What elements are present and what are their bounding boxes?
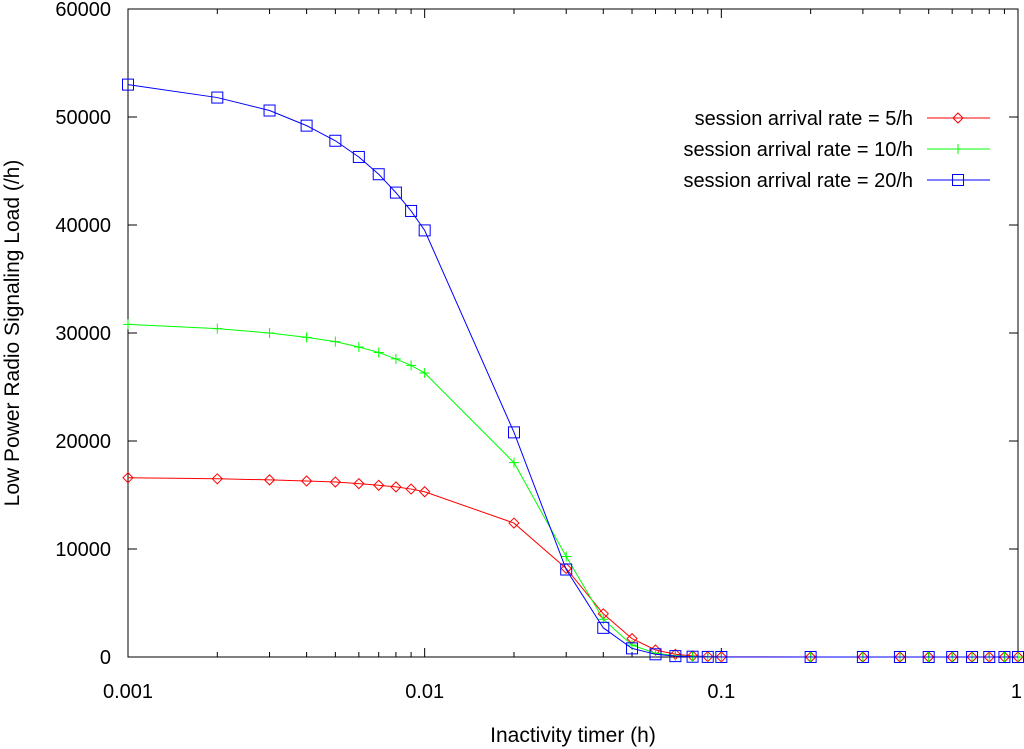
data-point-diamond (263, 474, 276, 486)
data-point-square (507, 426, 520, 439)
data-point-plus (212, 323, 223, 334)
data-point-square (686, 650, 699, 663)
data-point-plus (373, 347, 384, 358)
legend-label: session arrival rate = 10/h (683, 139, 913, 161)
data-point-square (856, 651, 869, 663)
data-point-square (263, 104, 276, 117)
data-point-square (893, 651, 906, 663)
x-tick-label: 1 (1011, 681, 1022, 703)
axis-ticks: 0 10000 20000 30000 40000 50000 60000 0.001 0.01… (55, 0, 1022, 703)
legend-marker-diamond (952, 112, 964, 124)
data-point-plus (301, 332, 312, 343)
series-layer (122, 78, 1024, 663)
data-point-square (701, 650, 714, 663)
legend-marker-plus (953, 144, 963, 154)
x-tick-label: 0.01 (405, 681, 444, 703)
legend-entry: session arrival rate = 20/h (683, 170, 990, 192)
y-tick-label: 60000 (55, 0, 111, 21)
data-point-plus (353, 342, 364, 353)
data-point-square (983, 651, 996, 663)
y-tick-label: 50000 (55, 107, 111, 129)
data-point-diamond (405, 483, 417, 495)
y-tick-label: 20000 (55, 431, 111, 453)
data-point-plus (123, 319, 133, 330)
data-point-square (352, 150, 365, 163)
data-point-square (372, 168, 385, 181)
data-point-plus (561, 551, 572, 562)
data-point-square (300, 119, 313, 132)
series-line (127, 84, 1018, 658)
y-tick-label: 30000 (55, 323, 111, 345)
series-2 (122, 78, 1024, 663)
y-tick-label: 0 (100, 647, 111, 669)
data-point-diamond (508, 517, 520, 529)
data-point-square (669, 650, 682, 663)
data-point-diamond (300, 475, 313, 487)
data-point-square (389, 186, 402, 199)
data-point-square (649, 648, 662, 661)
legend-entry: session arrival rate = 5/h (695, 108, 990, 130)
data-point-square (966, 651, 979, 663)
data-point-diamond (353, 477, 365, 490)
data-point-square (560, 563, 573, 576)
data-point-diamond (560, 562, 572, 575)
legend: session arrival rate = 5/h session arriva… (683, 108, 990, 192)
data-point-square (946, 651, 959, 663)
data-point-plus (419, 367, 430, 378)
data-point-square (211, 91, 224, 104)
data-point-diamond (122, 472, 134, 484)
data-point-square (418, 224, 431, 237)
series-line (127, 323, 1018, 658)
x-tick-label: 0.1 (707, 681, 735, 703)
x-axis-title: Inactivity timer (h) (490, 724, 656, 747)
data-point-square (626, 642, 639, 655)
data-point-plus (508, 457, 519, 468)
data-point-diamond (211, 473, 224, 485)
data-point-diamond (418, 486, 431, 498)
legend-entry: session arrival rate = 10/h (683, 139, 990, 161)
legend-marker-square (952, 174, 964, 186)
legend-label: session arrival rate = 5/h (695, 108, 913, 130)
data-point-square (715, 650, 728, 663)
x-tick-label: 0.001 (103, 681, 153, 703)
data-point-diamond (373, 479, 385, 491)
data-point-square (597, 621, 610, 634)
y-tick-label: 10000 (55, 539, 111, 561)
data-point-square (329, 134, 342, 147)
data-point-plus (330, 336, 341, 347)
data-point-plus (264, 328, 275, 338)
data-point-square (922, 651, 935, 663)
data-point-square (804, 651, 817, 663)
data-point-square (122, 78, 134, 91)
data-point-plus (390, 353, 401, 364)
data-point-square (405, 204, 418, 217)
data-point-plus (406, 360, 417, 371)
legend-label: session arrival rate = 20/h (683, 170, 913, 192)
y-tick-label: 40000 (55, 215, 111, 237)
data-point-square (998, 651, 1011, 663)
series-1 (123, 319, 1023, 662)
plot-frame (127, 8, 1019, 658)
y-axis-title: Low Power Radio Signaling Load (/h) (1, 160, 24, 507)
data-point-diamond (329, 476, 342, 488)
data-point-diamond (390, 481, 402, 493)
